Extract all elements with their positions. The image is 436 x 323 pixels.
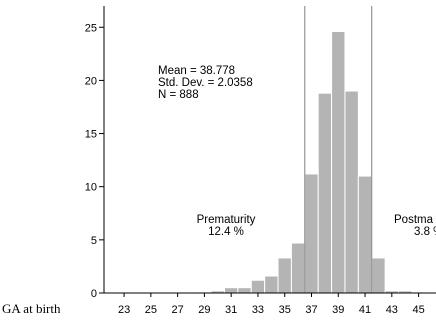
axes-layer (103, 6, 436, 294)
histogram-bar (371, 257, 386, 294)
reference-lines-layer (304, 6, 373, 293)
x-tick-label: 25 (145, 304, 157, 316)
histogram-bar (317, 92, 333, 294)
x-tick-label: 43 (386, 304, 398, 316)
x-tick-label: 45 (412, 304, 424, 316)
histogram-bar (277, 257, 292, 294)
prematurity-annotation-title: Prematurity (197, 214, 256, 226)
histogram-bar (357, 175, 373, 294)
x-tick-label: 29 (198, 304, 210, 316)
x-ticks-layer: 23 25 27 29 31 33 35 37 39 41 43 45 (118, 293, 425, 316)
y-tick-label: 5 (91, 235, 97, 247)
y-tick-label: 0 (91, 288, 97, 300)
x-tick-label: 23 (118, 304, 130, 316)
bars-layer (103, 31, 426, 294)
histogram-bar (237, 287, 252, 294)
y-tick-label: 25 (85, 22, 97, 34)
stat-mean-label: Mean = 38.778 (158, 65, 235, 77)
y-tick-label: 15 (85, 129, 97, 141)
stat-std-label: Std. Dev. = 2.0358 (158, 77, 253, 89)
x-tick-label: 39 (332, 304, 344, 316)
x-tick-label: 35 (279, 304, 291, 316)
x-tick-label: 31 (225, 304, 237, 316)
histogram-bar (290, 242, 306, 294)
y-tick-label: 20 (85, 75, 97, 87)
y-ticks-layer: 0 5 10 15 20 25 (85, 22, 104, 300)
x-tick-label: 37 (305, 304, 317, 316)
histogram-bar (331, 31, 346, 294)
histogram-bar (264, 275, 279, 294)
histogram-bar (304, 173, 319, 294)
histogram-bar (250, 279, 266, 294)
stat-n-label: N = 888 (158, 89, 199, 101)
postmaturity-annotation-title: Postma (394, 214, 434, 226)
postmaturity-annotation-value: 3.8 % (414, 226, 436, 238)
y-tick-label: 10 (85, 182, 97, 194)
x-axis-title: GA at birth (2, 301, 61, 316)
x-tick-label: 41 (359, 304, 371, 316)
x-tick-label: 33 (252, 304, 264, 316)
histogram-bar (223, 287, 239, 294)
prematurity-annotation-value: 12.4 % (208, 226, 244, 238)
x-tick-label: 27 (172, 304, 184, 316)
histogram-bar (344, 90, 359, 294)
